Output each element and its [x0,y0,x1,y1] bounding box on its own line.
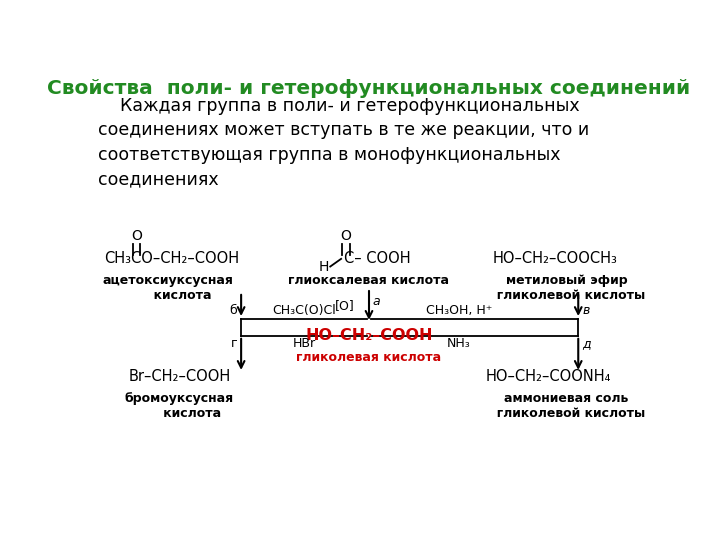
Text: гликолевая кислота: гликолевая кислота [297,351,441,364]
Text: аммониевая соль
  гликолевой кислоты: аммониевая соль гликолевой кислоты [488,392,645,420]
Text: HO–CH₂–COOCH₃: HO–CH₂–COOCH₃ [493,251,618,266]
Text: Каждая группа в поли- и гетерофункциональных
соединениях может вступать в те же : Каждая группа в поли- и гетерофункционал… [98,97,589,188]
Text: O: O [131,230,142,244]
Text: бромоуксусная
      кислота: бромоуксусная кислота [125,392,234,420]
Text: ацетоксиуксусная
       кислота: ацетоксиуксусная кислота [102,274,233,302]
Text: Свойства  поли- и гетерофункциональных соединений: Свойства поли- и гетерофункциональных со… [48,79,690,98]
Text: глиоксалевая кислота: глиоксалевая кислота [289,274,449,287]
Text: CH₃C(O)Cl: CH₃C(O)Cl [272,305,336,318]
Text: HO–CH₂–COOH: HO–CH₂–COOH [305,328,433,343]
Text: а: а [373,295,380,308]
Text: CH₃OH, H⁺: CH₃OH, H⁺ [426,305,492,318]
Text: в: в [582,305,590,318]
Text: H: H [319,260,329,274]
Text: C– COOH: C– COOH [344,251,411,266]
Text: г: г [230,338,238,350]
Text: CH₃CO–CH₂–COOH: CH₃CO–CH₂–COOH [104,251,239,266]
Text: HBr: HBr [292,338,315,350]
Text: O: O [341,230,351,244]
Text: метиловый эфир
  гликолевой кислоты: метиловый эфир гликолевой кислоты [488,274,645,302]
Text: NH₃: NH₃ [447,338,471,350]
Text: б: б [230,305,238,318]
Text: Br–CH₂–COOH: Br–CH₂–COOH [129,369,231,384]
Text: [O]: [O] [336,299,355,312]
Text: д: д [582,338,590,350]
Text: HO–CH₂–COONH₄: HO–CH₂–COONH₄ [485,369,611,384]
